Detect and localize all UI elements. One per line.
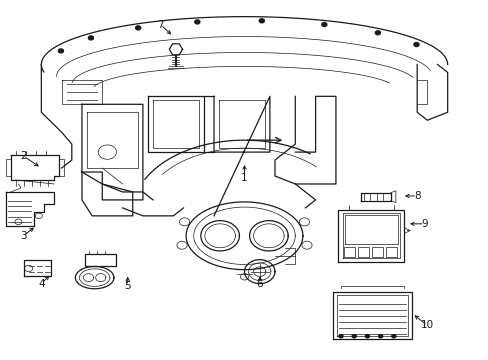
Circle shape <box>375 31 380 35</box>
Bar <box>343 247 354 257</box>
Text: 2: 2 <box>20 151 27 161</box>
Circle shape <box>351 334 356 338</box>
Circle shape <box>378 334 382 338</box>
Circle shape <box>58 49 63 53</box>
Circle shape <box>88 36 93 40</box>
Text: 5: 5 <box>124 280 131 291</box>
Circle shape <box>321 23 326 27</box>
Bar <box>357 247 368 257</box>
Circle shape <box>194 20 200 24</box>
Bar <box>84 254 116 266</box>
Text: 9: 9 <box>421 219 427 229</box>
Text: 7: 7 <box>157 19 163 30</box>
Text: 1: 1 <box>241 173 247 183</box>
Circle shape <box>391 334 395 338</box>
Circle shape <box>365 334 369 338</box>
Text: 10: 10 <box>420 320 433 330</box>
Text: 3: 3 <box>20 231 27 241</box>
Text: 8: 8 <box>413 191 420 201</box>
Circle shape <box>338 334 343 338</box>
Circle shape <box>135 26 141 30</box>
Text: 4: 4 <box>38 279 44 289</box>
Bar <box>371 247 383 257</box>
Text: 6: 6 <box>256 279 263 289</box>
Bar <box>386 247 397 257</box>
Circle shape <box>413 42 418 46</box>
Circle shape <box>259 19 264 23</box>
